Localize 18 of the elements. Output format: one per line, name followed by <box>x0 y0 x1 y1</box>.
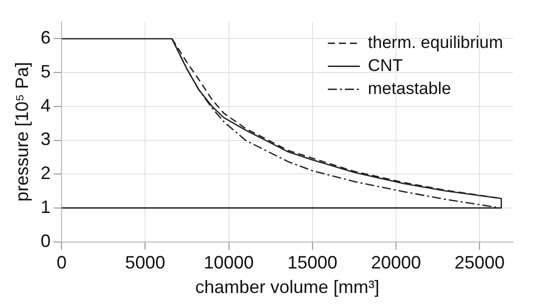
x-axis-title: chamber volume [mm³] <box>195 277 380 298</box>
legend-label: metastable <box>368 78 452 98</box>
x-tick-label: 5000 <box>125 252 166 273</box>
y-axis-title: pressure [10⁵ Pa] <box>12 62 32 202</box>
legend-label: therm. equilibrium <box>368 32 504 52</box>
x-tick-label: 20000 <box>370 252 422 273</box>
y-tick-label: 3 <box>40 129 51 150</box>
legend-label: CNT <box>368 56 403 75</box>
y-tick-label: 1 <box>40 196 51 217</box>
x-tick-label: 15000 <box>287 252 338 273</box>
y-tick-label: 2 <box>40 163 51 184</box>
x-tick-label: 0 <box>56 252 67 273</box>
x-tick-label: 10000 <box>204 252 254 273</box>
y-tick-label: 6 <box>40 28 51 48</box>
x-tick-label: 25000 <box>454 252 505 273</box>
y-tick-label: 4 <box>40 95 51 116</box>
y-tick-label: 0 <box>40 230 51 251</box>
y-tick-label: 5 <box>40 62 51 82</box>
